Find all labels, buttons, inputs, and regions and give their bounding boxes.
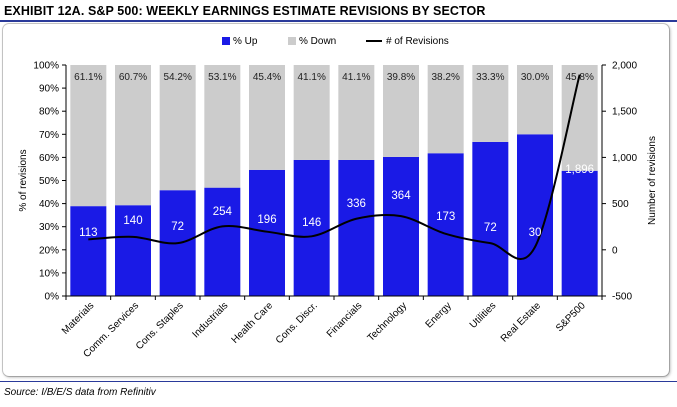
x-tick-label: Utilities xyxy=(468,300,499,331)
y-tick-label: 20% xyxy=(39,245,59,256)
x-tick-label: Energy xyxy=(424,300,454,330)
y2-tick-label: 500 xyxy=(612,199,629,210)
y2-tick-label: 1,000 xyxy=(612,153,637,164)
revisions-count-label: 72 xyxy=(484,222,497,234)
bar-down xyxy=(159,65,196,191)
down-pct-label: 53.1% xyxy=(208,72,236,83)
y-tick-label: 90% xyxy=(39,84,59,95)
bar-down xyxy=(383,65,419,157)
y-tick-label: 100% xyxy=(33,61,59,72)
y-tick-label: 10% xyxy=(39,268,59,279)
bar-down xyxy=(561,65,598,171)
source-note: Source: I/B/E/S data from Refinitiv xyxy=(4,387,156,398)
legend-label: % Down xyxy=(299,36,336,47)
revisions-count-label: 72 xyxy=(171,221,184,233)
bar-down xyxy=(338,65,375,160)
revisions-count-label: 140 xyxy=(123,215,142,227)
title-rule xyxy=(0,20,677,22)
bar-down xyxy=(249,65,285,170)
x-tick-label: S&P500 xyxy=(554,300,588,334)
y2-tick-label: 2,000 xyxy=(612,61,637,72)
revisions-count-label: 254 xyxy=(213,206,233,218)
down-pct-label: 61.1% xyxy=(74,72,102,83)
down-pct-label: 39.8% xyxy=(387,72,415,83)
bar-down xyxy=(70,65,107,207)
down-pct-label: 38.2% xyxy=(431,72,459,83)
revisions-count-label: 146 xyxy=(302,217,321,229)
down-pct-label: 60.7% xyxy=(119,72,147,83)
bar-down xyxy=(115,65,151,206)
x-tick-label: Cons. Discr. xyxy=(274,300,320,346)
x-tick-label: Technology xyxy=(366,300,410,344)
legend-swatch xyxy=(288,37,296,45)
y-tick-label: 50% xyxy=(39,176,59,187)
down-pct-label: 45.4% xyxy=(253,72,281,83)
bar-down xyxy=(293,65,330,160)
bar-up xyxy=(561,170,598,296)
revisions-count-label: 364 xyxy=(391,190,411,202)
bar-up xyxy=(115,205,151,296)
y-tick-label: 70% xyxy=(39,130,59,141)
revisions-count-label: 30 xyxy=(529,227,542,239)
down-pct-label: 54.2% xyxy=(163,72,191,83)
revisions-count-label: 113 xyxy=(79,227,97,239)
x-tick-label: Real Estate xyxy=(499,300,544,345)
bar-up xyxy=(517,134,553,296)
y-tick-label: 40% xyxy=(39,199,59,210)
x-tick-label: Materials xyxy=(60,300,96,336)
y2-tick-label: 1,500 xyxy=(612,107,637,118)
x-tick-label: Financials xyxy=(325,300,365,340)
down-pct-label: 33.3% xyxy=(476,72,504,83)
y2-axis-title: Number of revisions xyxy=(647,136,658,225)
down-pct-label: 41.1% xyxy=(342,72,370,83)
legend-swatch xyxy=(222,37,230,45)
x-tick-label: Cons. Staples xyxy=(134,300,186,352)
y-tick-label: 80% xyxy=(39,107,59,118)
bar-down xyxy=(204,65,241,188)
bar-up xyxy=(427,153,464,296)
y2-tick-label: -500 xyxy=(612,292,632,303)
bar-up xyxy=(383,156,419,296)
x-tick-label: Industrials xyxy=(190,300,230,340)
y-tick-label: 60% xyxy=(39,153,59,164)
source-rule xyxy=(0,381,677,382)
exhibit-title: EXHIBIT 12A. S&P 500: WEEKLY EARNINGS ES… xyxy=(4,4,486,18)
y-tick-label: 0% xyxy=(45,292,60,303)
bar-up xyxy=(204,187,241,296)
y2-tick-label: 0 xyxy=(612,245,618,256)
down-pct-label: 30.0% xyxy=(521,72,549,83)
bar-down xyxy=(517,65,553,135)
y-tick-label: 30% xyxy=(39,222,59,233)
bar-down xyxy=(472,65,509,142)
revisions-count-label: 1,896 xyxy=(565,164,594,176)
bar-up xyxy=(293,159,330,296)
revisions-count-label: 336 xyxy=(347,198,366,210)
x-tick-label: Health Care xyxy=(230,300,276,346)
bar-up xyxy=(338,159,375,296)
bar-up xyxy=(70,206,107,296)
legend-label: % Up xyxy=(233,36,258,47)
chart-panel xyxy=(3,24,669,376)
revisions-line xyxy=(88,74,581,260)
y-axis-title: % of revisions xyxy=(18,149,29,211)
bar-up xyxy=(472,141,509,296)
legend-label: # of Revisions xyxy=(386,36,449,47)
revisions-count-label: 173 xyxy=(436,211,455,223)
revisions-count-label: 196 xyxy=(257,214,276,226)
down-pct-label: 41.1% xyxy=(297,72,325,83)
bar-down xyxy=(427,65,464,154)
